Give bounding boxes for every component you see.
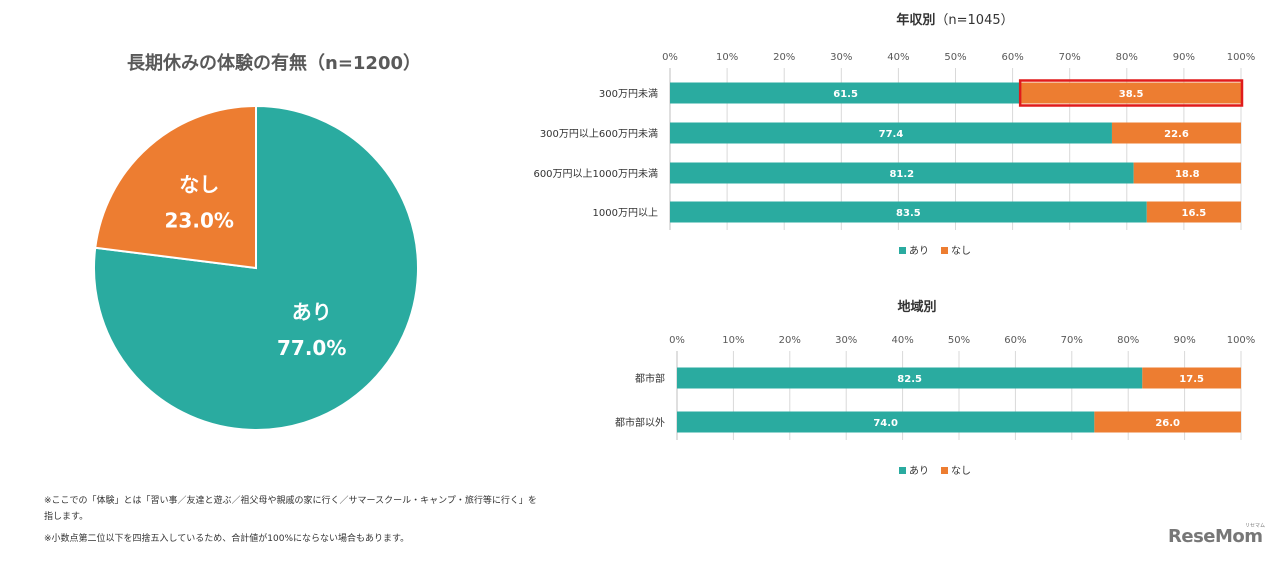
- region-legend-swatch-nashi: [941, 467, 948, 474]
- region-legend-label-nashi: なし: [951, 465, 971, 477]
- income-legend-label-ari: あり: [909, 245, 929, 257]
- income-legend-swatch-nashi: [941, 247, 948, 254]
- income-tick-6: 60%: [1001, 52, 1023, 63]
- income-value-1-nashi: 22.6: [1164, 129, 1189, 140]
- region-value-1-nashi: 26.0: [1155, 418, 1180, 429]
- region-category-0: 都市部: [635, 372, 665, 385]
- income-title: 年収別（n=1045）: [896, 12, 1013, 28]
- income-title-n: （n=1045）: [935, 13, 1013, 28]
- pie-title: 長期休みの体験の有無（n=1200）: [127, 52, 421, 74]
- income-legend-label-nashi: なし: [951, 245, 971, 257]
- income-tick-0: 0%: [662, 52, 678, 63]
- resemom-logo: ReseMom: [1168, 526, 1263, 547]
- income-value-1-ari: 77.4: [879, 129, 904, 140]
- income-bar-1-ari: [670, 122, 1112, 144]
- income-category-3: 1000万円以上: [593, 207, 658, 219]
- region-tick-7: 70%: [1061, 335, 1083, 346]
- pie-label-value-ari: 77.0%: [277, 336, 346, 360]
- region-tick-6: 60%: [1004, 335, 1026, 346]
- region-bar-1-ari: [677, 411, 1095, 433]
- footnote-1: ※ここでの「体験」とは「習い事／友達と遊ぶ／祖父母や親戚の家に行く／サマースクー…: [44, 496, 537, 506]
- resemom-logo-sub: リセマム: [1245, 523, 1266, 529]
- region-value-0-nashi: 17.5: [1179, 374, 1204, 385]
- region-tick-0: 0%: [669, 335, 685, 346]
- region-tick-9: 90%: [1173, 335, 1195, 346]
- region-tick-5: 50%: [948, 335, 970, 346]
- income-value-0-nashi: 38.5: [1119, 89, 1144, 100]
- pie-slice-nashi: [94, 104, 257, 270]
- income-tick-3: 30%: [830, 52, 852, 63]
- region-tick-4: 40%: [891, 335, 913, 346]
- region-tick-3: 30%: [835, 335, 857, 346]
- income-highlight-box: [1018, 79, 1244, 107]
- region-value-1-ari: 74.0: [873, 418, 898, 429]
- income-bar-2-nashi: [1133, 162, 1241, 184]
- region-legend-swatch-ari: [899, 467, 906, 474]
- region-bar-0-ari: [677, 367, 1143, 389]
- income-tick-7: 70%: [1059, 52, 1081, 63]
- income-category-1: 300万円以上600万円未満: [540, 128, 658, 140]
- income-tick-4: 40%: [887, 52, 909, 63]
- income-category-2: 600万円以上1000万円未満: [533, 168, 658, 180]
- income-tick-5: 50%: [944, 52, 966, 63]
- region-value-0-ari: 82.5: [897, 374, 922, 385]
- income-bar-0-nashi: [1021, 82, 1241, 104]
- region-tick-1: 10%: [722, 335, 744, 346]
- footnote-2: 指します。: [44, 512, 89, 522]
- income-tick-1: 10%: [716, 52, 738, 63]
- income-tick-2: 20%: [773, 52, 795, 63]
- income-value-3-ari: 83.5: [896, 208, 921, 219]
- income-bar-3-ari: [670, 201, 1147, 223]
- region-legend-label-ari: あり: [909, 465, 929, 477]
- region-tick-8: 80%: [1117, 335, 1139, 346]
- income-legend-swatch-ari: [899, 247, 906, 254]
- income-bar-3-nashi: [1146, 201, 1241, 223]
- income-bar-0-ari: [670, 82, 1022, 104]
- income-bar-2-ari: [670, 162, 1134, 184]
- pie-label-value-nashi: 23.0%: [165, 209, 234, 233]
- income-value-3-nashi: 16.5: [1182, 208, 1207, 219]
- income-value-0-ari: 61.5: [833, 89, 858, 100]
- income-category-0: 300万円未満: [599, 88, 658, 100]
- income-tick-8: 80%: [1116, 52, 1138, 63]
- region-tick-2: 20%: [779, 335, 801, 346]
- region-bar-1-nashi: [1094, 411, 1241, 433]
- income-tick-9: 90%: [1173, 52, 1195, 63]
- region-category-1: 都市部以外: [615, 416, 665, 429]
- income-tick-10: 100%: [1227, 52, 1256, 63]
- region-tick-10: 100%: [1227, 335, 1256, 346]
- region-bar-0-nashi: [1142, 367, 1241, 389]
- income-bar-1-nashi: [1111, 122, 1241, 144]
- income-value-2-nashi: 18.8: [1175, 169, 1200, 180]
- region-title: 地域別: [897, 299, 936, 315]
- income-value-2-ari: 81.2: [889, 169, 914, 180]
- footnote-3: ※小数点第二位以下を四捨五入しているため、合計値が100%にならない場合もありま…: [44, 534, 410, 544]
- pie-label-name-nashi: なし: [179, 173, 219, 197]
- pie-label-name-ari: あり: [292, 300, 332, 324]
